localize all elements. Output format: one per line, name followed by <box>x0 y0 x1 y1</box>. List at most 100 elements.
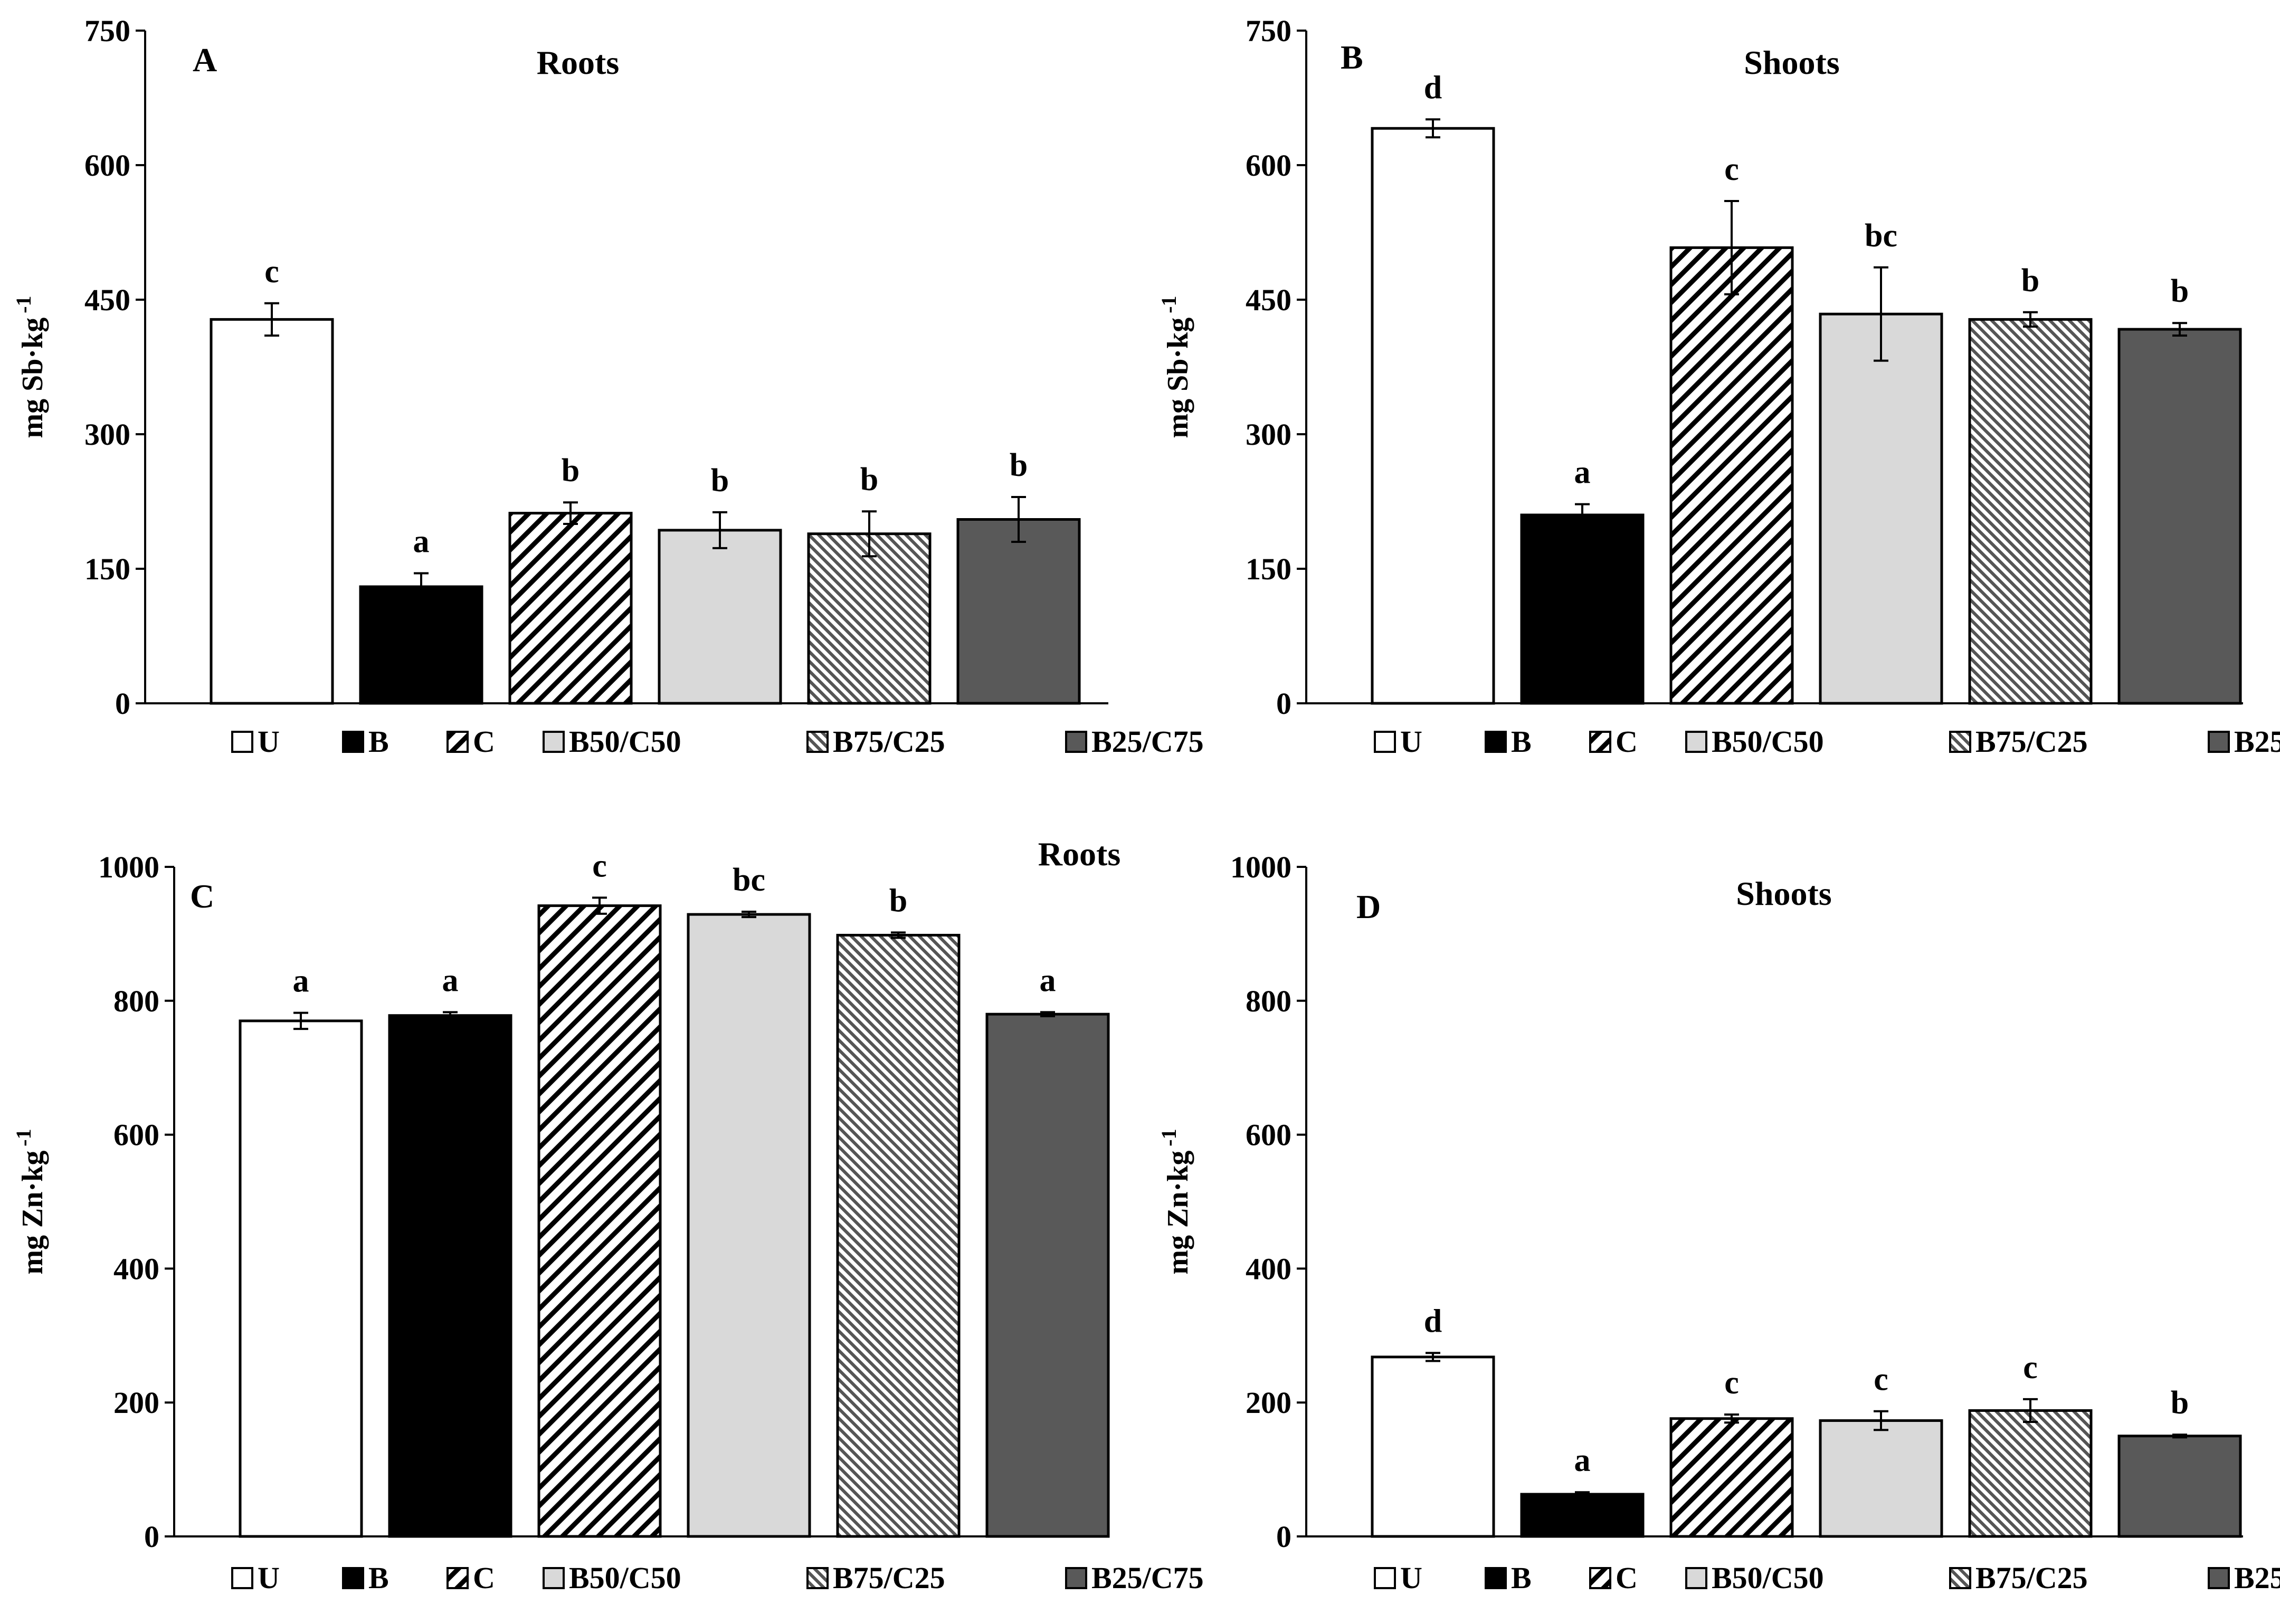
legend-swatch <box>446 1567 469 1589</box>
error-bar <box>1575 1491 1590 1497</box>
legend-label: C <box>1616 1561 1638 1595</box>
y-axis-label-text: mg Sb·kg <box>16 318 49 438</box>
legend-swatch <box>1374 1567 1396 1589</box>
bar-b <box>1520 513 1645 705</box>
y-tick-label: 300 <box>84 417 130 452</box>
significance-letter: a <box>442 962 459 998</box>
y-axis-label-superscript: -1 <box>1157 1129 1181 1146</box>
error-bar <box>414 572 429 601</box>
legend-swatch <box>446 731 469 753</box>
y-tick-label: 600 <box>84 148 130 183</box>
significance-letter: bc <box>1865 218 1897 254</box>
significance-letter: b <box>2171 273 2189 309</box>
legend-item: C <box>1589 1561 1638 1595</box>
legend-item: B25/C75 <box>1065 724 1204 759</box>
y-tick-label: 400 <box>1246 1252 1291 1286</box>
legend-label: B <box>368 1561 389 1595</box>
legend-label: B75/C25 <box>833 724 945 759</box>
error-bar <box>1426 118 1440 139</box>
y-tick-label: 600 <box>1246 1118 1291 1152</box>
legend-swatch <box>1589 731 1611 753</box>
y-axis-label: mg Zn·kg -1 <box>12 1129 49 1274</box>
legend-swatch <box>1374 731 1396 753</box>
y-tick-label: 400 <box>113 1252 159 1286</box>
y-tick-label: 1000 <box>98 850 159 884</box>
significance-letter: d <box>1424 1303 1442 1339</box>
y-tick-label: 0 <box>1276 1520 1291 1554</box>
legend-label: C <box>473 1561 495 1595</box>
legend-label: B50/C50 <box>1712 1561 1824 1595</box>
legend-swatch <box>806 731 829 753</box>
error-bar <box>2172 1434 2187 1439</box>
significance-letter: b <box>860 462 878 498</box>
error-bar <box>1426 1352 1440 1362</box>
bar-b75-c25 <box>1968 318 2093 705</box>
y-axis-label-superscript: -1 <box>12 1129 35 1146</box>
legend-swatch <box>543 731 565 753</box>
legend-item: B25/C75 <box>2208 1561 2280 1595</box>
error-bar <box>1724 200 1739 295</box>
legend-swatch <box>342 731 364 753</box>
y-axis-label-text: mg Sb·kg <box>1162 318 1194 438</box>
chart-title: Shoots <box>1744 44 1839 81</box>
error-bar <box>862 510 877 558</box>
bar-b75-c25 <box>836 933 961 1538</box>
error-bar <box>443 1011 458 1020</box>
error-bar <box>264 302 279 337</box>
bar-b50-c50 <box>1819 312 1943 705</box>
legend-label: C <box>473 724 495 759</box>
legend-label: B25/C75 <box>1091 1561 1204 1595</box>
error-bar <box>712 511 727 549</box>
chart-panel-b: 0 150 300 450 600 750 mg Sb·kg -1 Shoots Bd a c bc b b… <box>1157 14 2280 759</box>
legend-item: B75/C25 <box>806 724 945 759</box>
y-tick-label: 600 <box>113 1118 159 1152</box>
legend-item: B <box>1485 724 1532 759</box>
legend-label: U <box>1400 724 1422 759</box>
legend-swatch <box>1485 731 1507 753</box>
legend-swatch <box>1949 731 1971 753</box>
panel-label: C <box>190 877 214 915</box>
panel-label: D <box>1356 888 1381 925</box>
axes: 0 150 300 450 600 750 <box>84 14 1108 721</box>
y-axis-label-superscript: -1 <box>1157 295 1181 313</box>
legend-label: B <box>368 724 389 759</box>
bar-b50-c50 <box>687 913 811 1538</box>
bar-u <box>1371 1355 1495 1538</box>
legend-item: B25/C75 <box>2208 724 2280 759</box>
legend-label: C <box>1616 724 1638 759</box>
error-bar <box>293 1011 308 1030</box>
error-bar <box>1724 1413 1739 1424</box>
legend-swatch <box>806 1567 829 1589</box>
legend: U B C B50/C50 B75/C25 B25/C75 <box>1374 724 2280 759</box>
legend-label: B <box>1511 724 1532 759</box>
error-bar <box>742 911 756 919</box>
y-tick-label: 200 <box>113 1386 159 1420</box>
error-bar <box>1575 503 1590 527</box>
chart-title: Shoots <box>1736 875 1831 912</box>
legend-item: C <box>1589 724 1638 759</box>
bar-u <box>210 318 334 705</box>
legend-item: B50/C50 <box>1685 1561 1824 1595</box>
y-axis-label-superscript: -1 <box>12 295 35 313</box>
bar-b50-c50 <box>658 529 782 705</box>
error-bar <box>1040 1011 1055 1017</box>
error-bar <box>2172 322 2187 337</box>
legend-item: B25/C75 <box>1065 1561 1204 1595</box>
bars: d a c bc b b <box>1371 70 2242 705</box>
significance-letter: a <box>1040 962 1056 998</box>
legend-item: B <box>342 1561 389 1595</box>
y-tick-label: 150 <box>84 552 130 586</box>
significance-letter: c <box>1724 151 1739 187</box>
significance-letter: a <box>1574 455 1591 491</box>
error-bar <box>2023 311 2038 328</box>
y-tick-label: 150 <box>1246 552 1291 586</box>
bar-u <box>239 1019 363 1538</box>
legend-label: B75/C25 <box>833 1561 945 1595</box>
y-axis-label: mg Sb·kg -1 <box>1157 295 1194 438</box>
y-tick-label: 750 <box>1246 14 1291 48</box>
legend-label: U <box>1400 1561 1422 1595</box>
bar-c <box>537 904 662 1538</box>
significance-letter: d <box>1424 70 1442 106</box>
